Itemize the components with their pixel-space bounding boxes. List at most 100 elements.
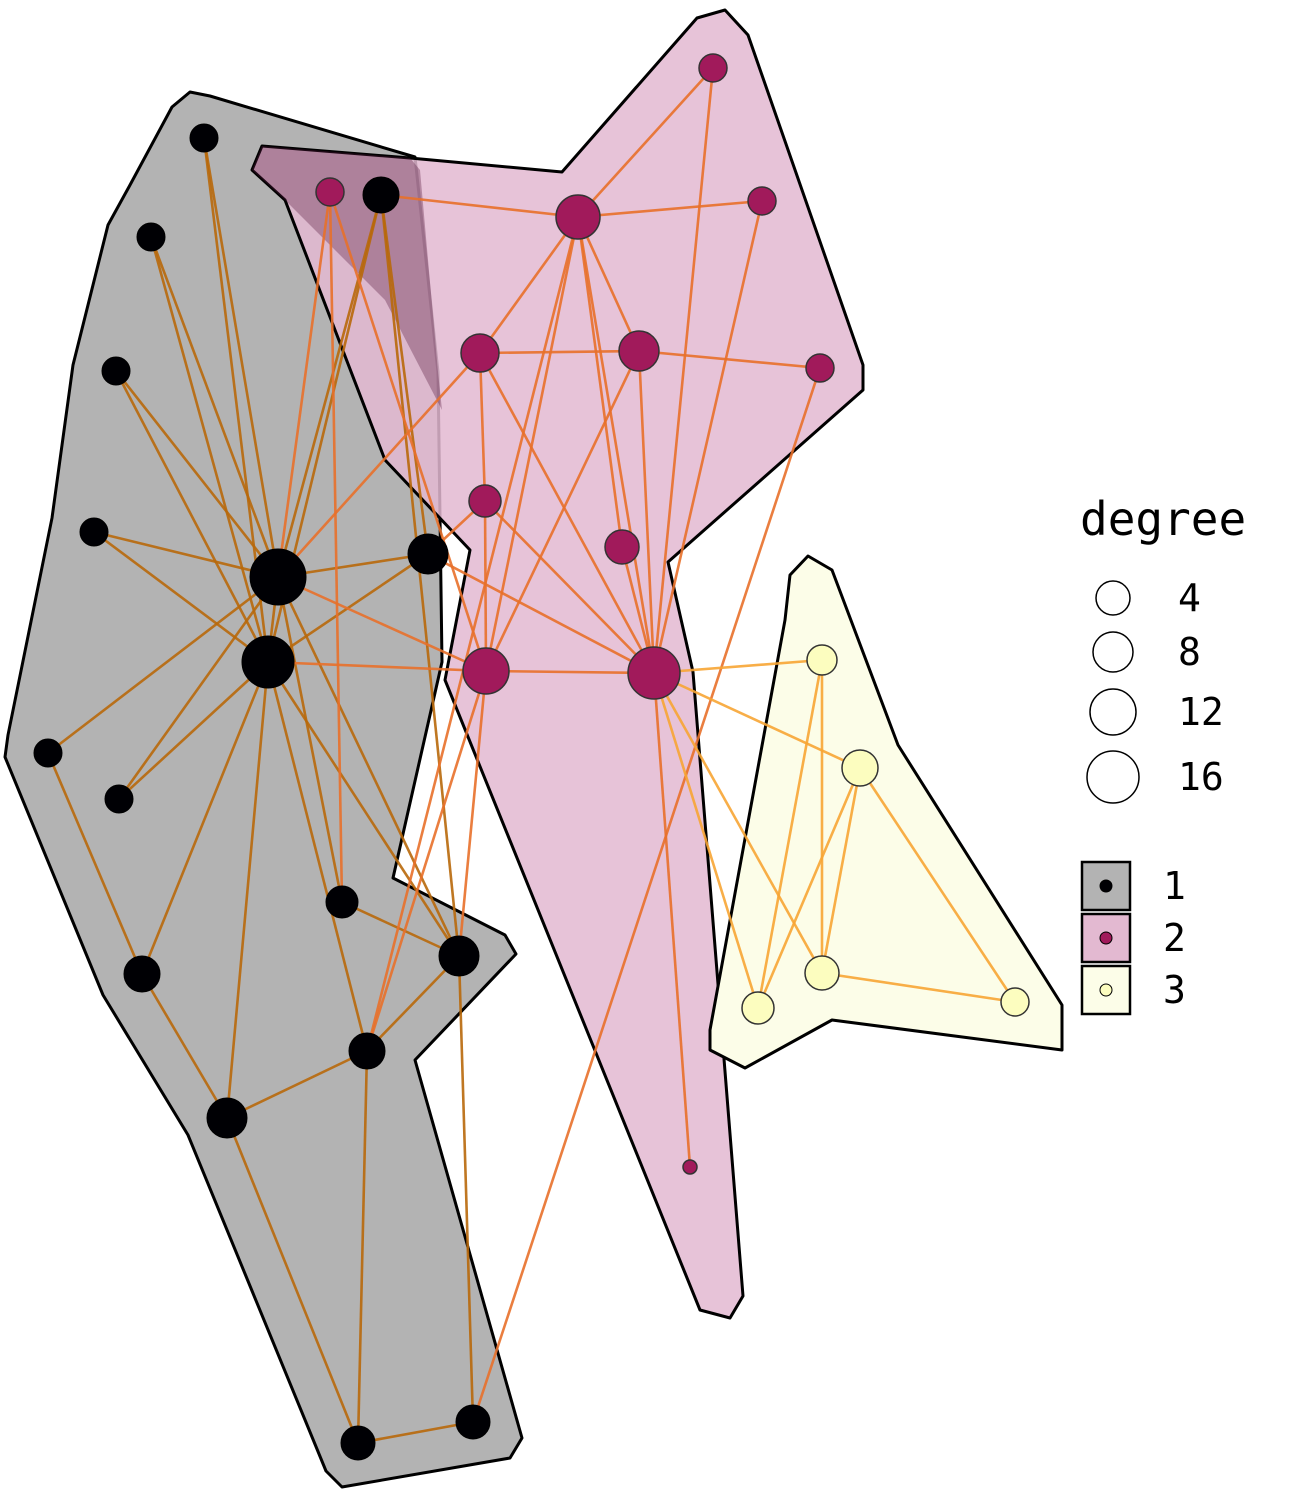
edge: [365, 670, 488, 1052]
legend-size-label: 12: [1178, 690, 1224, 734]
node-group-1: [348, 1032, 386, 1070]
hull-overlap: [252, 146, 442, 410]
node-group-2: [805, 353, 835, 383]
node-group-2: [460, 333, 500, 373]
edge: [277, 352, 481, 578]
node-group-3: [804, 955, 840, 991]
legend-size-swatch: [1086, 750, 1140, 804]
edge: [479, 349, 640, 355]
edge: [379, 194, 461, 957]
edge: [140, 661, 270, 975]
edge: [276, 191, 332, 578]
node-group-2: [555, 194, 601, 240]
edge: [427, 552, 655, 675]
edge: [653, 658, 823, 675]
legend-size-entries: 4 8 12 16: [1086, 576, 1224, 804]
hull-group-2: [250, 8, 865, 1320]
edge: [149, 236, 280, 578]
edge: [93, 530, 269, 664]
edge: [266, 661, 461, 957]
edge: [276, 576, 461, 957]
legend-size-swatch: [1092, 631, 1134, 673]
edge: [226, 1049, 368, 1120]
edge: [140, 973, 229, 1119]
legend-size-label: 8: [1178, 630, 1201, 674]
edge: [638, 349, 821, 370]
edge: [485, 669, 655, 675]
edge: [637, 350, 656, 674]
node-group-3: [741, 991, 775, 1025]
edge: [46, 752, 144, 975]
edge: [114, 370, 270, 663]
edge: [267, 660, 487, 673]
node-group-2: [462, 647, 510, 695]
edge: [652, 200, 764, 674]
node-group-1: [407, 533, 449, 575]
edge: [276, 194, 383, 578]
edge: [820, 767, 862, 974]
edge: [118, 661, 269, 800]
edge: [457, 670, 488, 957]
node-group-1: [206, 1097, 248, 1139]
legend-group-dot: [1099, 983, 1113, 997]
node-group-1: [101, 356, 131, 386]
legend-size-label: 16: [1178, 755, 1224, 799]
edge: [266, 661, 369, 1052]
node-group-3: [1000, 987, 1030, 1017]
edge: [576, 216, 641, 352]
edge: [484, 500, 655, 674]
node-group-3: [841, 749, 879, 787]
edge: [47, 575, 279, 755]
edge: [577, 199, 763, 219]
node-group-1: [249, 548, 307, 606]
edge: [225, 661, 270, 1119]
legend-group-swatch: [1080, 860, 1132, 912]
node-group-1: [340, 1425, 376, 1461]
edges-layer: [46, 67, 1017, 1445]
node-group-2: [468, 484, 502, 518]
edge: [93, 530, 279, 579]
node-group-1: [362, 176, 400, 214]
edge: [471, 367, 822, 1423]
edge: [858, 767, 1017, 1003]
nodes-layer: [33, 53, 1030, 1461]
edge: [202, 137, 280, 578]
node-group-2: [747, 186, 777, 216]
edge: [357, 1420, 474, 1445]
edge: [478, 352, 656, 674]
node-group-2: [698, 53, 728, 83]
legend-title: degree: [1080, 492, 1246, 546]
node-group-2: [627, 646, 681, 700]
node-group-2: [682, 1159, 698, 1175]
edge: [341, 900, 460, 958]
edge: [576, 216, 624, 548]
node-group-1: [136, 222, 166, 252]
group-hulls: [3, 8, 1064, 1489]
edge: [457, 955, 475, 1423]
edge: [366, 955, 460, 1052]
edge: [379, 194, 430, 555]
node-group-3: [806, 644, 838, 676]
node-group-2: [604, 529, 640, 565]
edge: [356, 1050, 369, 1444]
edge: [328, 191, 344, 903]
node-group-1: [123, 955, 161, 993]
node-group-1: [189, 123, 219, 153]
edge: [478, 352, 487, 502]
edge: [365, 216, 580, 1052]
edge: [117, 576, 280, 800]
legend-group-label: 3: [1163, 968, 1186, 1012]
legend-group-label: 2: [1163, 916, 1186, 960]
edge: [225, 1117, 360, 1444]
legend-group-dot: [1099, 879, 1113, 893]
node-group-1: [438, 935, 480, 977]
legend-group-dot: [1099, 931, 1113, 945]
edge: [276, 576, 344, 903]
node-group-1: [33, 738, 63, 768]
edge: [478, 216, 580, 354]
node-group-1: [241, 635, 295, 689]
edge: [756, 659, 824, 1009]
node-group-2: [315, 177, 345, 207]
